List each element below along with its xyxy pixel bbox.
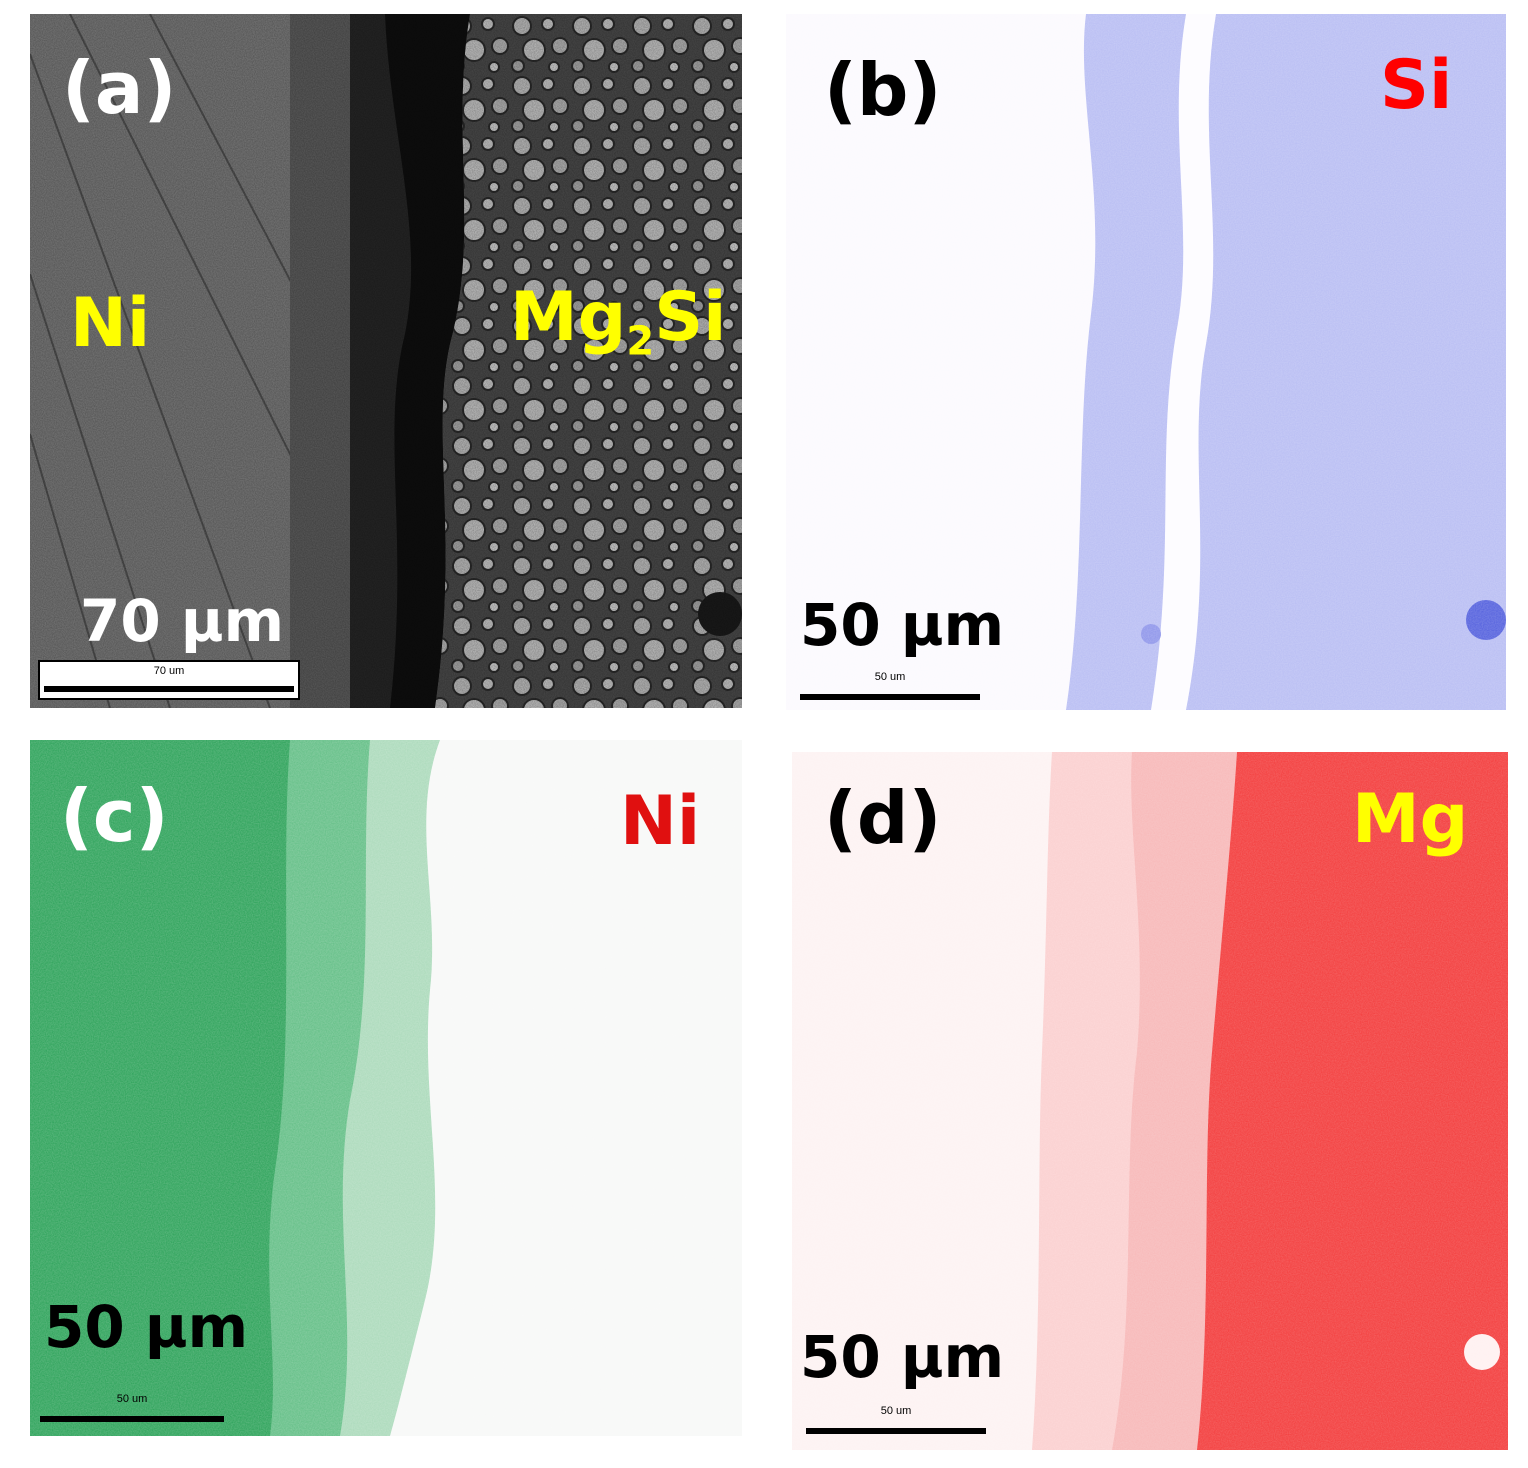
scale-bar-a-line (44, 686, 294, 692)
panel-b-si-map: (b) Si 50 µm 50 um (786, 14, 1506, 710)
si-elemental-map (786, 14, 1506, 710)
mg-elemental-map (792, 752, 1508, 1450)
panel-d-label: (d) (824, 776, 942, 860)
ni-region-label: Ni (70, 284, 151, 363)
scale-bar-d: 50 um (806, 1404, 986, 1434)
scale-bar-b-line (800, 694, 980, 700)
scale-bar-d-text: 50 um (880, 1405, 912, 1417)
panel-c-label: (c) (60, 774, 169, 858)
panel-a-label: (a) (62, 46, 177, 130)
scale-bar-b: 50 um (800, 670, 980, 700)
scale-bar-a: 70 um (38, 660, 300, 700)
mg-element-label: Mg (1352, 780, 1469, 859)
scale-bar-a-text: 70 um (153, 665, 185, 677)
scale-bar-c: 50 um (40, 1392, 224, 1422)
scale-text-a: 70 µm (80, 587, 285, 655)
mg2si-subscript: 2 (626, 318, 655, 365)
scale-bar-b-text: 50 um (874, 671, 906, 683)
mg2si-tail: Si (654, 278, 727, 357)
panel-d-mg-map: (d) Mg 50 µm 50 um (792, 752, 1508, 1450)
mg2si-base: Mg (510, 278, 627, 357)
panel-a-sem-image: (a) Ni Mg2Si 70 µm 70 um (30, 14, 742, 708)
si-element-label: Si (1380, 46, 1453, 125)
sem-micrograph (30, 14, 742, 708)
scale-text-c: 50 µm (44, 1293, 249, 1361)
scale-bar-c-line (40, 1416, 224, 1422)
panel-c-ni-map: (c) Ni 50 µm 50 um (30, 740, 742, 1436)
panel-b-label: (b) (824, 48, 942, 132)
scale-text-b: 50 µm (800, 591, 1005, 659)
scale-bar-c-text: 50 um (116, 1393, 148, 1405)
ni-elemental-map (30, 740, 742, 1436)
scale-text-d: 50 µm (800, 1323, 1005, 1391)
mg2si-region-label: Mg2Si (510, 284, 726, 362)
ni-element-label: Ni (620, 782, 701, 861)
scale-bar-d-line (806, 1428, 986, 1434)
